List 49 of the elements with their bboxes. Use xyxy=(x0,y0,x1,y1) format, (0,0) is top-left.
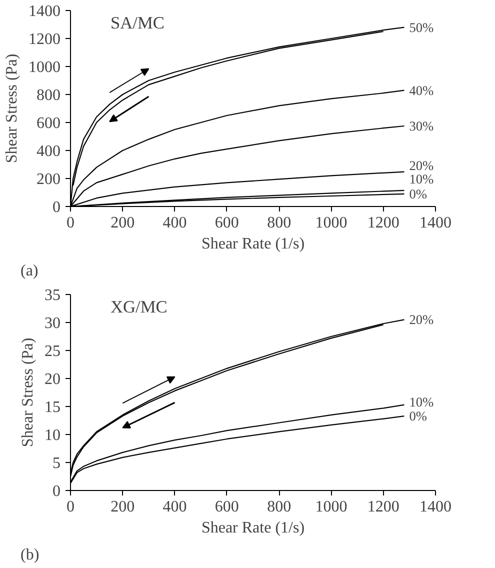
x-tick-label: 1000 xyxy=(315,498,348,516)
y-tick-label: 25 xyxy=(44,343,60,360)
y-tick-label: 0 xyxy=(52,483,60,500)
series-label: 30% xyxy=(409,118,434,134)
y-tick-label: 1200 xyxy=(28,31,60,48)
y-tick-label: 1400 xyxy=(28,3,60,20)
y-tick-label: 400 xyxy=(36,143,60,160)
x-tick-label: 1200 xyxy=(367,214,400,232)
y-tick-label: 0 xyxy=(52,199,60,216)
x-tick-label: 0 xyxy=(66,214,74,232)
x-tick-label: 800 xyxy=(267,498,292,516)
x-tick-label: 1400 xyxy=(420,214,452,232)
x-axis-title: Shear Rate (1/s) xyxy=(201,236,305,252)
x-tick-label: 0 xyxy=(66,498,74,516)
x-axis-title: Shear Rate (1/s) xyxy=(201,520,305,536)
chart-title: XG/MC xyxy=(110,298,168,316)
series-label: 0% xyxy=(409,186,427,202)
series-label: 0% xyxy=(409,408,427,424)
x-tick-label: 1000 xyxy=(315,214,348,232)
text: (a) xyxy=(20,262,38,280)
x-tick-label: 1200 xyxy=(367,498,400,516)
series-label: 10% xyxy=(409,394,434,410)
y-tick-label: 1000 xyxy=(28,59,60,76)
x-tick-label: 400 xyxy=(162,498,187,516)
y-tick-label: 30 xyxy=(44,315,60,332)
x-tick-label: 200 xyxy=(110,214,135,232)
x-tick-label: 400 xyxy=(162,214,187,232)
series-label: 20% xyxy=(409,158,434,173)
series-label: 20% xyxy=(409,312,434,328)
y-tick-label: 15 xyxy=(44,399,60,416)
x-tick-label: 600 xyxy=(214,214,239,232)
y-tick-label: 5 xyxy=(52,455,60,472)
text: (b) xyxy=(20,546,40,564)
y-tick-label: 20 xyxy=(44,371,60,388)
y-axis-title: Shear Stress (Pa) xyxy=(4,54,20,164)
x-tick-label: 200 xyxy=(110,498,135,516)
chart-title: SA/MC xyxy=(110,14,164,32)
y-tick-label: 200 xyxy=(36,171,60,188)
series-label: 40% xyxy=(409,82,434,98)
y-axis-title: Shear Stress (Pa) xyxy=(20,338,36,448)
x-tick-label: 600 xyxy=(214,498,239,516)
x-tick-label: 1400 xyxy=(420,498,452,516)
series-label: 10% xyxy=(409,172,434,187)
y-tick-label: 800 xyxy=(36,87,60,104)
y-tick-label: 600 xyxy=(36,115,60,132)
y-tick-label: 10 xyxy=(44,427,60,444)
y-tick-label: 35 xyxy=(44,287,60,304)
series-label: 50% xyxy=(409,20,434,35)
x-tick-label: 800 xyxy=(267,214,292,232)
